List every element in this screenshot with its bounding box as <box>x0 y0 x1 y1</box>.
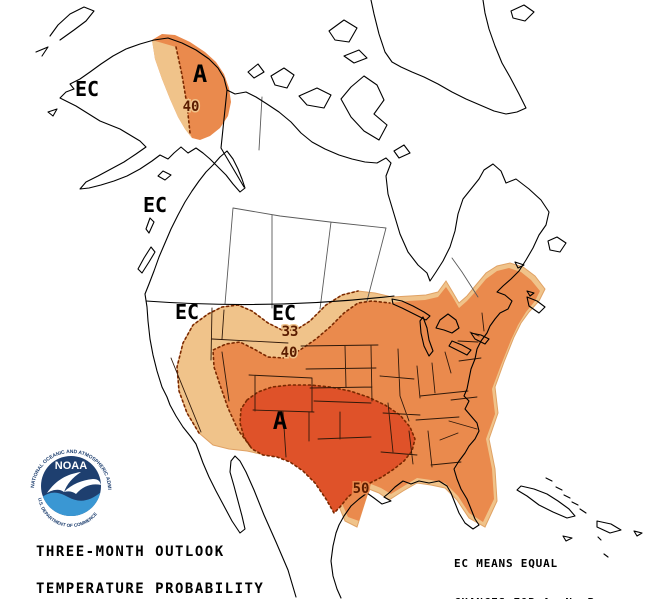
region-alaska-above-33-40 <box>152 40 192 138</box>
noaa-logo: NOAA NATIONAL OCEANIC AND ATMOSPHERIC AD… <box>21 436 113 528</box>
legend-line-ec: EC MEANS EQUAL <box>454 557 558 570</box>
arctic-islands <box>247 4 535 159</box>
label-ec-pacific-northwest: EC <box>175 300 199 324</box>
label-alaska-contour-40: 40 <box>183 99 200 115</box>
title-line-variable: TEMPERATURE PROBABILITY <box>36 581 265 598</box>
legend-line-chances: CHANCES FOR A, N, B <box>454 596 595 599</box>
label-ec-northern-plains: EC <box>272 301 296 325</box>
contour-40-line <box>212 300 391 447</box>
label-contour-50: 50 <box>353 481 370 497</box>
legend-block: EC MEANS EQUAL CHANCES FOR A, N, B A MEA… <box>454 531 595 599</box>
title-line-outlook: THREE-MONTH OUTLOOK <box>36 543 225 560</box>
title-block: THREE-MONTH OUTLOOK TEMPERATURE PROBABIL… <box>36 521 264 599</box>
logo-acronym: NOAA <box>55 460 87 472</box>
label-a-southern-plains: A <box>273 407 288 435</box>
us-canada-border <box>145 295 395 306</box>
province-borders <box>224 96 479 310</box>
logo-sea <box>41 492 101 516</box>
label-ec-alaska: EC <box>75 77 99 101</box>
siberia-coast <box>35 6 95 57</box>
great-lakes <box>391 298 490 357</box>
contour-alaska-40-line <box>175 46 191 134</box>
caribbean-islands <box>516 477 643 558</box>
maritime-islands <box>514 236 567 314</box>
coastline <box>59 37 550 599</box>
region-above-40-50 <box>213 268 540 522</box>
label-contour-40: 40 <box>281 345 298 361</box>
greenland <box>370 0 527 115</box>
alaska-yukon-border <box>220 89 245 188</box>
label-contour-33: 33 <box>282 324 299 340</box>
label-a-alaska: A <box>193 60 208 88</box>
pacific-islands <box>47 108 172 274</box>
state-borders <box>170 307 485 468</box>
logo-gull-icon <box>47 472 101 494</box>
label-ec-british-columbia: EC <box>143 193 167 217</box>
